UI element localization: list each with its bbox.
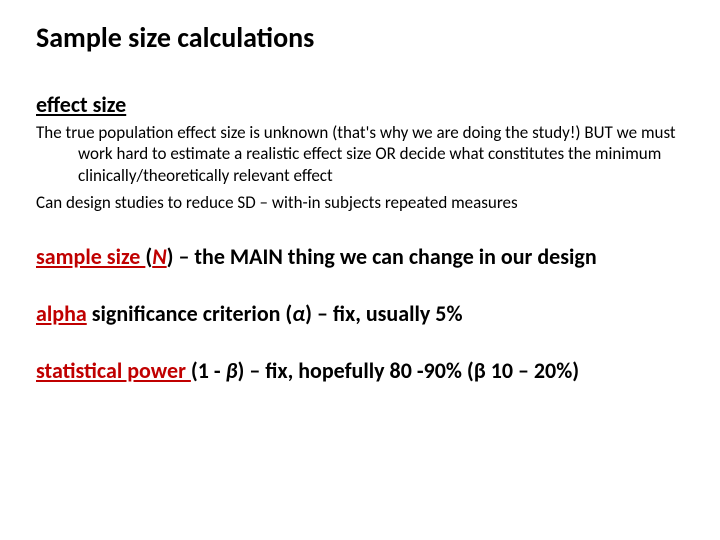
alpha-rest: ) – fix, usually 5% bbox=[305, 300, 462, 327]
alpha-row: alpha significance criterion (α) – fix, … bbox=[36, 300, 684, 327]
beta-symbol: β bbox=[226, 357, 238, 384]
sample-size-label: sample size bbox=[36, 243, 145, 270]
alpha-label: alpha bbox=[36, 300, 87, 327]
effect-size-heading: effect size bbox=[36, 91, 684, 118]
alpha-symbol: α bbox=[292, 300, 305, 327]
power-rest: – fix, hopefully 80 -90% (β 10 – 20%) bbox=[249, 357, 579, 384]
n-letter: N bbox=[152, 243, 166, 270]
power-label: statistical power bbox=[36, 357, 191, 384]
alpha-middle: significance criterion ( bbox=[87, 300, 293, 327]
power-open: (1 - bbox=[191, 357, 226, 384]
sample-size-row: sample size (N) – the MAIN thing we can … bbox=[36, 243, 684, 270]
slide: Sample size calculations effect size The… bbox=[0, 0, 720, 540]
power-close: ) bbox=[238, 357, 250, 384]
n-close: ) bbox=[167, 243, 179, 270]
power-row: statistical power (1 - β) – fix, hopeful… bbox=[36, 357, 684, 384]
effect-size-p2: Can design studies to reduce SD – with-i… bbox=[36, 192, 684, 213]
effect-size-p1: The true population effect size is unkno… bbox=[36, 122, 684, 186]
page-title: Sample size calculations bbox=[36, 20, 684, 55]
sample-size-rest: – the MAIN thing we can change in our de… bbox=[178, 243, 596, 270]
